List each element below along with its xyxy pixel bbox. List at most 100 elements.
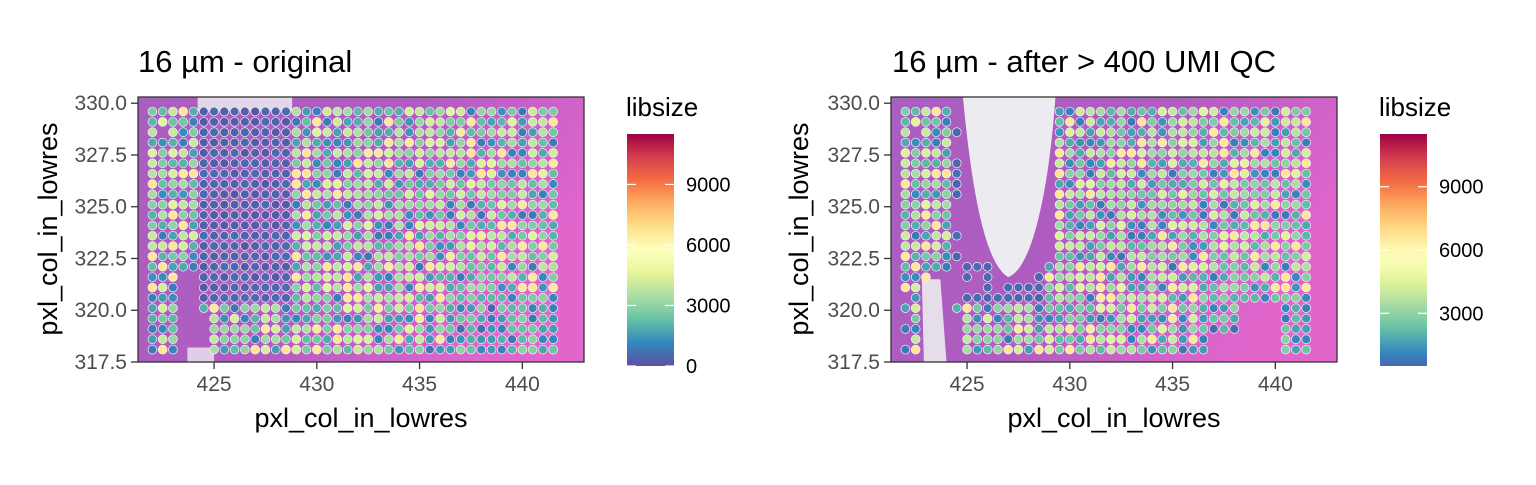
spot [147, 344, 158, 355]
spot [1157, 282, 1168, 293]
spot [404, 324, 415, 334]
spot [1178, 148, 1188, 158]
spot [445, 324, 456, 334]
spot [497, 220, 507, 231]
spot [342, 106, 353, 117]
y-tick-label: 320.0 [827, 299, 880, 322]
spot [435, 148, 445, 158]
spot [353, 148, 363, 158]
spot [497, 230, 507, 241]
spot [435, 334, 445, 344]
spot [157, 210, 168, 220]
spot [1250, 158, 1260, 169]
spot [342, 158, 353, 169]
spot [1065, 148, 1075, 158]
spot [322, 117, 332, 127]
spot [1250, 282, 1260, 293]
spot [1116, 324, 1126, 334]
spot [383, 137, 394, 148]
spot [507, 210, 517, 220]
spot [199, 189, 209, 200]
spot [993, 334, 1003, 344]
spot [1208, 148, 1219, 158]
spot [1126, 148, 1137, 158]
spot [1291, 199, 1301, 210]
spot [1291, 230, 1301, 241]
spot [404, 293, 415, 303]
spot [270, 106, 281, 117]
spot [1270, 282, 1281, 293]
spot [1116, 127, 1126, 137]
spot [260, 313, 271, 324]
spot [1065, 241, 1075, 251]
spot [1116, 210, 1126, 220]
spot [1280, 127, 1291, 137]
spot [1023, 334, 1034, 344]
spot [1239, 148, 1250, 158]
spot [1239, 261, 1250, 272]
spot [548, 230, 558, 241]
spot [353, 210, 363, 220]
spot [1239, 189, 1250, 200]
spot [1208, 241, 1219, 251]
spot [1239, 168, 1250, 179]
spot [332, 199, 343, 210]
spot [538, 148, 548, 158]
spot [1136, 158, 1147, 169]
spot [1301, 158, 1311, 169]
spot [900, 210, 911, 220]
spot [1054, 324, 1065, 334]
spot [240, 344, 250, 355]
spot [476, 189, 487, 200]
spot [1280, 189, 1291, 200]
spot [1198, 179, 1209, 189]
spot [157, 261, 168, 272]
spot [455, 220, 466, 231]
spot [941, 168, 952, 179]
spot [270, 117, 281, 127]
spot [353, 344, 363, 355]
spot [240, 106, 250, 117]
spot [1301, 210, 1311, 220]
spot [219, 168, 230, 179]
spot [1291, 293, 1301, 303]
spot [1208, 282, 1219, 293]
spot [353, 158, 363, 169]
spot [1270, 148, 1281, 158]
spot [281, 241, 291, 251]
spot [178, 251, 188, 262]
spot [394, 117, 404, 127]
spot [147, 313, 158, 324]
spot [1003, 344, 1013, 355]
spot [1136, 344, 1147, 355]
spot [199, 127, 209, 137]
spot [240, 189, 250, 200]
spot [445, 106, 456, 117]
spot [1188, 199, 1198, 210]
spot [1270, 189, 1281, 200]
spot [157, 148, 168, 158]
spot [497, 168, 507, 179]
spot [312, 117, 322, 127]
spot [157, 324, 168, 334]
spot [178, 189, 188, 200]
spot [229, 148, 240, 158]
spot [240, 241, 250, 251]
spot [1198, 303, 1209, 313]
spot [209, 251, 219, 262]
spot [921, 158, 931, 169]
spot [517, 261, 528, 272]
spot [383, 106, 394, 117]
spot [1250, 293, 1260, 303]
spot [1178, 324, 1188, 334]
spot [931, 148, 941, 158]
spot [1178, 230, 1188, 241]
spot [1188, 334, 1198, 344]
spot [425, 303, 435, 313]
spot [527, 148, 538, 158]
spot [1229, 324, 1240, 334]
spot [941, 189, 952, 200]
spot [497, 293, 507, 303]
spot [250, 220, 260, 231]
spot [363, 272, 373, 282]
